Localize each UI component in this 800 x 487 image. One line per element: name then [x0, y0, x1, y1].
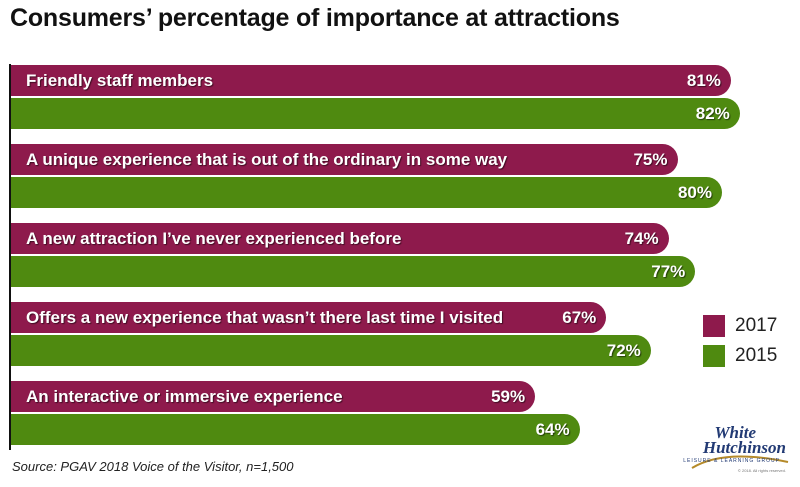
category-label-3: A new attraction I’ve never experienced …	[26, 229, 402, 248]
bar-2017-5	[10, 381, 536, 412]
legend-swatch-2017	[703, 315, 725, 337]
bar-2017-1	[10, 65, 731, 96]
logo-copyright: © 2018. All rights reserved.	[737, 468, 786, 473]
category-label-1: Friendly staff members	[26, 71, 214, 90]
value-label-2017-1: 81%	[686, 71, 721, 90]
bar-2015-5	[10, 414, 580, 445]
value-label-2017-5: 59%	[491, 387, 526, 406]
value-label-2015-5: 64%	[535, 420, 570, 439]
value-label-2017-3: 74%	[624, 229, 659, 248]
bar-2015-4	[10, 335, 651, 366]
value-label-2017-4: 67%	[562, 308, 597, 327]
bar-2015-3	[10, 256, 696, 287]
logo-tagline: LEISURE & LEARNING GROUP	[683, 458, 780, 464]
value-label-2015-4: 72%	[606, 341, 641, 360]
legend-label-2017: 2017	[735, 315, 778, 336]
y-axis-line	[9, 64, 11, 450]
category-label-5: An interactive or immersive experience	[26, 387, 343, 406]
legend-label-2015: 2015	[735, 345, 778, 366]
value-label-2015-2: 80%	[677, 183, 712, 202]
bar-2017-4	[10, 302, 607, 333]
logo-text-hutchinson: Hutchinson	[702, 438, 786, 457]
company-logo: White Hutchinson LEISURE & LEARNING GROU…	[683, 422, 790, 480]
bar-2017-3	[10, 223, 669, 254]
legend-item-2017: 2017	[703, 312, 777, 340]
category-label-2: A unique experience that is out of the o…	[26, 150, 508, 169]
source-note: Source: PGAV 2018 Voice of the Visitor, …	[12, 459, 294, 474]
legend-item-2015: 2015	[703, 342, 777, 370]
bar-2017-2	[10, 144, 678, 175]
legend: 2017 2015	[703, 312, 777, 372]
bar-2015-2	[10, 177, 722, 208]
value-label-2015-3: 77%	[651, 262, 686, 281]
logo-text-white: White	[714, 423, 756, 442]
value-label-2015-1: 82%	[695, 104, 730, 123]
bar-2015-1	[10, 98, 740, 129]
value-label-2017-2: 75%	[633, 150, 668, 169]
logo-swoosh-icon	[691, 455, 789, 469]
legend-swatch-2015	[703, 345, 725, 367]
category-label-4: Offers a new experience that wasn’t ther…	[26, 308, 504, 327]
chart-title: Consumers’ percentage of importance at a…	[10, 4, 620, 32]
